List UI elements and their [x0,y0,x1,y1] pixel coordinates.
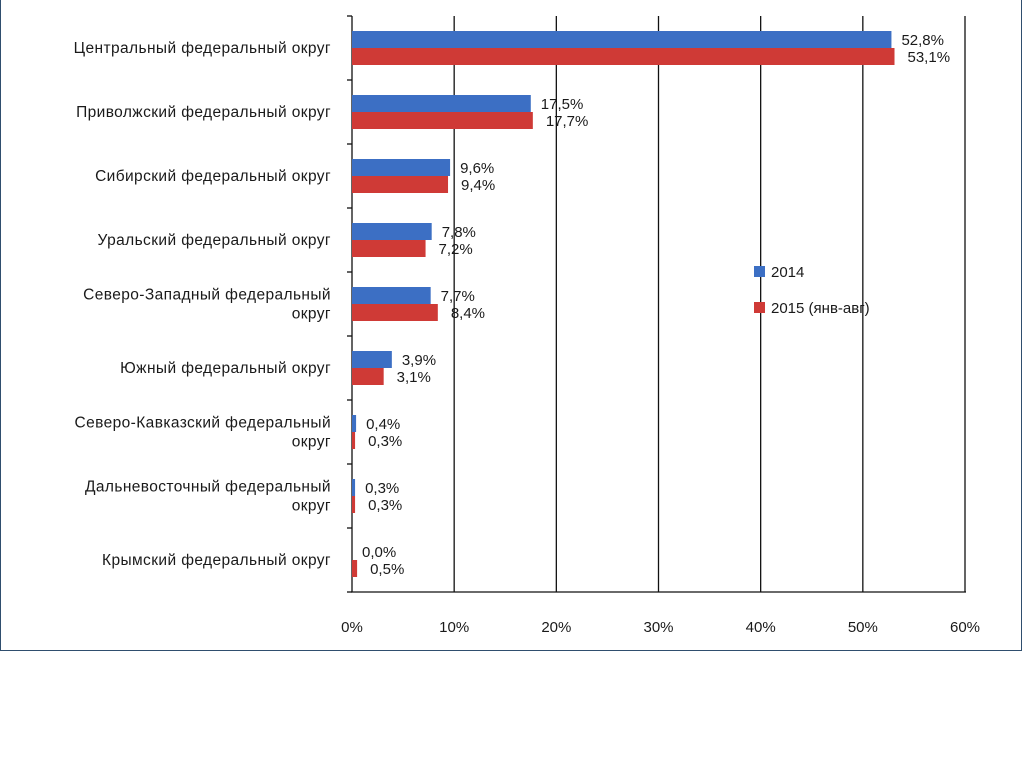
bar-2014 [352,95,531,112]
x-tick-label: 50% [848,619,878,636]
data-label: 3,1% [397,369,431,386]
bar-2015 [352,496,356,513]
bar-2015 [352,304,438,321]
legend-swatch-2014 [754,266,765,277]
data-label: 7,7% [441,288,475,305]
category-label: Дальневосточный федеральный [85,479,331,496]
category-label: Северо-Кавказский федеральный [75,415,331,432]
bar-2015 [352,176,449,193]
category-label: Приволжский федеральный округ [76,104,331,121]
category-label: округ [292,434,331,451]
bar-2015 [352,560,358,577]
x-tick-label: 60% [950,619,980,636]
legend-entry: 2015 (янв-авг) [771,300,870,317]
legend-swatch-2015 [754,302,765,313]
data-label: 53,1% [908,49,951,66]
bar-2014 [352,287,431,304]
category-label: Центральный федеральный округ [74,40,331,57]
data-label: 17,5% [541,96,584,113]
bar-2014 [352,159,451,176]
x-tick-label: 0% [341,619,363,636]
legend-entry: 2014 [771,264,804,281]
data-label: 9,4% [461,177,495,194]
data-label: 0,3% [368,433,402,450]
bar-2014 [352,223,432,240]
data-label: 0,3% [365,480,399,497]
category-label: округ [292,498,331,515]
data-label: 17,7% [546,113,589,130]
data-label: 0,3% [368,497,402,514]
x-tick-label: 30% [643,619,673,636]
bar-2015 [352,112,533,129]
data-label: 3,9% [402,352,436,369]
data-label: 7,2% [439,241,473,258]
category-label: Сибирский федеральный округ [95,168,331,185]
bar-2015 [352,240,426,257]
data-label: 0,5% [370,561,404,578]
x-tick-label: 20% [541,619,571,636]
bar-2014 [352,31,892,48]
data-label: 7,8% [442,224,476,241]
chart-frame [0,0,1022,651]
bar-2014 [352,479,356,496]
data-label: 8,4% [451,305,485,322]
data-label: 0,0% [362,544,396,561]
category-label: Северо-Западный федеральный [83,287,331,304]
bar-2014 [352,415,357,432]
bar-2015 [352,368,384,385]
category-label: округ [292,306,331,323]
x-tick-label: 10% [439,619,469,636]
bar-2015 [352,48,895,65]
bar-2015 [352,432,356,449]
bar-2014 [352,351,392,368]
x-tick-label: 40% [746,619,776,636]
data-label: 0,4% [366,416,400,433]
category-label: Южный федеральный округ [120,360,331,377]
data-label: 52,8% [901,32,944,49]
category-label: Уральский федеральный округ [98,232,331,249]
data-label: 9,6% [460,160,494,177]
category-label: Крымский федеральный округ [102,552,331,569]
